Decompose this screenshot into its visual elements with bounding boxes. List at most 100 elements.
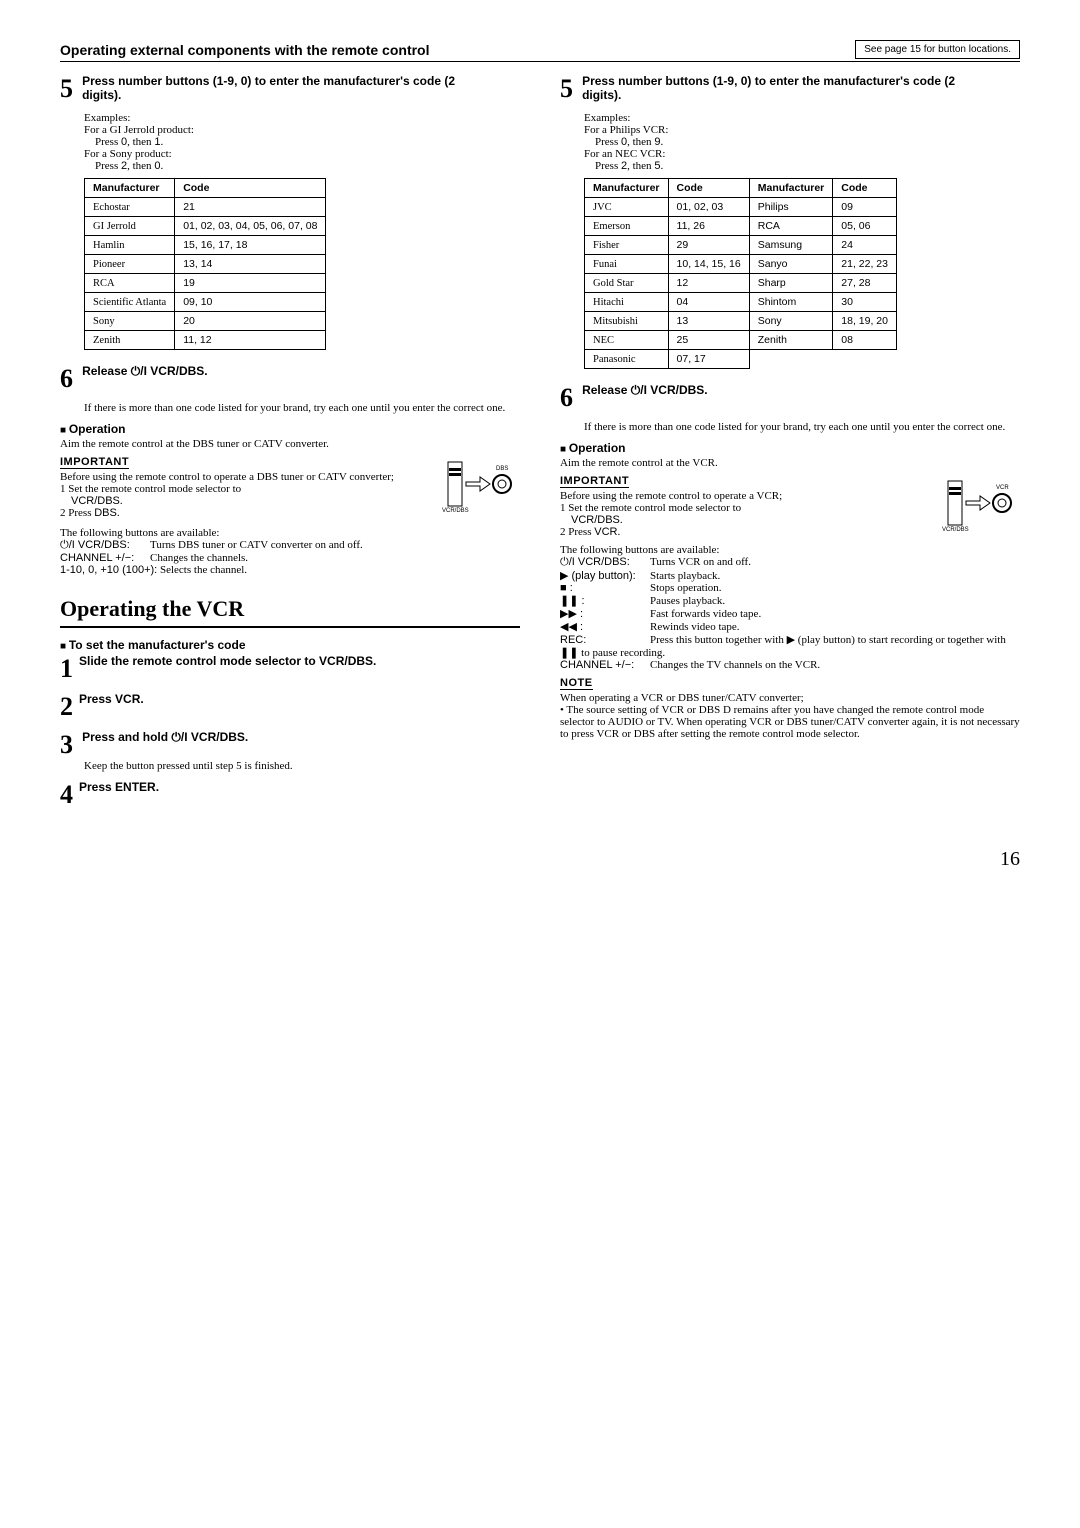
- t: , then: [127, 136, 154, 148]
- desc: Changes the channels.: [150, 552, 248, 564]
- note-bullet: • The source setting of VCR or DBS D rem…: [560, 704, 1020, 740]
- t: .: [160, 136, 163, 148]
- table-cell: Panasonic: [585, 350, 669, 369]
- header-title: Operating external components with the r…: [60, 42, 430, 58]
- n: 3: [60, 730, 73, 760]
- sym: REC:: [560, 634, 650, 646]
- table-cell: 13, 14: [175, 255, 326, 274]
- setcode-heading: To set the manufacturer's code: [60, 638, 520, 652]
- table-cell: 09, 10: [175, 293, 326, 312]
- sym: ⏻/I VCR/DBS:: [560, 556, 650, 569]
- t: For a Philips VCR:: [584, 124, 668, 136]
- table-cell: RCA: [85, 274, 175, 293]
- table-cell: 15, 16, 17, 18: [175, 236, 326, 255]
- table-cell: 24: [833, 236, 897, 255]
- sym: ❚❚ :: [560, 594, 650, 607]
- table-cell: Gold Star: [585, 274, 669, 293]
- table-cell: NEC: [585, 331, 669, 350]
- t: , then: [627, 160, 654, 172]
- step-text: Release ⏻/I VCR/DBS.: [82, 364, 208, 379]
- th: Manufacturer: [749, 179, 833, 198]
- svg-text:VCR/DBS: VCR/DBS: [442, 508, 469, 514]
- table-cell: 11, 26: [668, 217, 749, 236]
- n: 5: [560, 74, 573, 104]
- sub: Keep the button pressed until step 5 is …: [84, 760, 520, 772]
- following-text: The following buttons are available:: [60, 527, 520, 539]
- table-cell: Echostar: [85, 198, 175, 217]
- desc: Selects the channel.: [160, 564, 247, 576]
- t: Press: [95, 136, 121, 148]
- table-cell: 10, 14, 15, 16: [668, 255, 749, 274]
- left-step5: 5 Press number buttons (1-9, 0) to enter…: [60, 74, 520, 104]
- ctrl-line: ▶▶ :Fast forwards video tape.: [560, 607, 1020, 620]
- table-cell: Sony: [85, 312, 175, 331]
- desc: Fast forwards video tape.: [650, 608, 761, 620]
- sym: 1-10, 0, +10 (100+):: [60, 564, 157, 576]
- sym: ▶▶ :: [560, 607, 650, 620]
- table-cell: 21: [175, 198, 326, 217]
- desc: Changes the TV channels on the VCR.: [650, 659, 820, 671]
- examples-title: Examples:: [84, 112, 130, 124]
- table-cell: Mitsubishi: [585, 312, 669, 331]
- table-cell: 07, 17: [668, 350, 749, 369]
- table-cell: GI Jerrold: [85, 217, 175, 236]
- ctrl-line: CHANNEL +/−:Changes the TV channels on t…: [560, 659, 1020, 671]
- table-cell: Funai: [585, 255, 669, 274]
- ctrl-line: ◀◀ :Rewinds video tape.: [560, 620, 1020, 633]
- left-examples: Examples: For a GI Jerrold product: Pres…: [84, 112, 520, 172]
- step6-sub: If there is more than one code listed fo…: [84, 402, 520, 414]
- t: .: [660, 160, 663, 172]
- table-cell: 18, 19, 20: [833, 312, 897, 331]
- t: .: [660, 136, 663, 148]
- note-heading: NOTE: [560, 677, 593, 690]
- ctrl-line: REC:Press this button together with ▶ (p…: [560, 633, 1020, 659]
- table-cell: [833, 350, 897, 369]
- left-code-table: ManufacturerCode Echostar21GI Jerrold01,…: [84, 178, 326, 350]
- sym: CHANNEL +/−:: [560, 659, 650, 671]
- operation-heading: Operation: [560, 441, 1020, 455]
- sym: ⏻/I VCR/DBS:: [60, 539, 150, 552]
- table-cell: 13: [668, 312, 749, 331]
- left-column: 5 Press number buttons (1-9, 0) to enter…: [60, 74, 520, 818]
- svg-text:VCR/DBS: VCR/DBS: [942, 527, 969, 533]
- right-examples: Examples: For a Philips VCR: Press 0, th…: [584, 112, 1020, 172]
- n: 1: [60, 654, 73, 684]
- following-text: The following buttons are available:: [560, 544, 1020, 556]
- t: Press: [595, 160, 621, 172]
- table-cell: JVC: [585, 198, 669, 217]
- t: Slide the remote control mode selector t…: [79, 654, 376, 668]
- table-cell: Philips: [749, 198, 833, 217]
- table-cell: 04: [668, 293, 749, 312]
- th: Manufacturer: [585, 179, 669, 198]
- t: Press ENTER.: [79, 780, 159, 794]
- table-cell: 19: [175, 274, 326, 293]
- step-text: Press number buttons (1-9, 0) to enter t…: [82, 74, 462, 102]
- sym: CHANNEL +/−:: [60, 552, 150, 564]
- section-title: Operating the VCR: [60, 596, 520, 628]
- table-cell: Scientific Atlanta: [85, 293, 175, 312]
- t: Press VCR.: [79, 692, 144, 706]
- table-cell: 21, 22, 23: [833, 255, 897, 274]
- step-number: 6: [60, 364, 73, 394]
- t: .: [160, 160, 163, 172]
- table-cell: 29: [668, 236, 749, 255]
- t: Press: [595, 136, 621, 148]
- table-cell: Hamlin: [85, 236, 175, 255]
- table-cell: RCA: [749, 217, 833, 236]
- th: Code: [833, 179, 897, 198]
- t: Release ⏻/I VCR/DBS.: [582, 383, 708, 398]
- svg-text:DBS: DBS: [496, 466, 508, 472]
- table-cell: 05, 06: [833, 217, 897, 236]
- th: Manufacturer: [85, 179, 175, 198]
- table-cell: Hitachi: [585, 293, 669, 312]
- ex2a: For a Sony product:: [84, 148, 172, 160]
- n: 6: [560, 383, 573, 413]
- desc: Pauses playback.: [650, 595, 725, 607]
- table-cell: Sony: [749, 312, 833, 331]
- important-heading: IMPORTANT: [60, 456, 129, 469]
- table-cell: [749, 350, 833, 369]
- t: , then: [127, 160, 154, 172]
- table-cell: 12: [668, 274, 749, 293]
- sub: If there is more than one code listed fo…: [584, 421, 1020, 433]
- mode-selector-diagram: VCR/DBS VCR: [940, 473, 1020, 533]
